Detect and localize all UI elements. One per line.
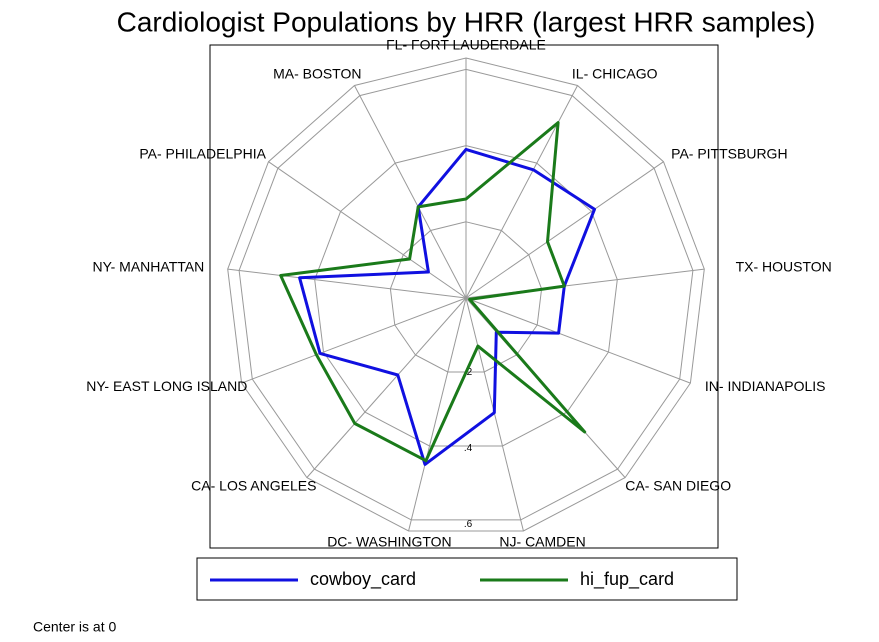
category-label: PA- PHILADELPHIA (139, 146, 266, 162)
r-tick-label: .4 (464, 443, 473, 454)
legend-label: hi_fup_card (580, 569, 674, 590)
spoke (465, 85, 578, 299)
spoke (465, 297, 524, 532)
grid-ring (238, 68, 694, 521)
spoke (408, 297, 467, 532)
category-label: PA- PITTSBURGH (671, 146, 787, 162)
plot-frame (209, 44, 719, 549)
spoke (227, 268, 467, 299)
category-label: NJ- CAMDEN (499, 533, 585, 549)
spoke (306, 297, 467, 478)
chart-title: Cardiologist Populations by HRR (largest… (117, 6, 816, 37)
legend-frame (196, 557, 738, 601)
category-label: CA- SAN DIEGO (625, 477, 731, 493)
spoke (465, 297, 691, 384)
grid-ring (314, 145, 618, 447)
category-label: TX- HOUSTON (736, 258, 832, 274)
r-tick-label: .6 (464, 519, 473, 530)
category-label: IL- CHICAGO (572, 66, 658, 82)
category-label: FL- FORT LAUDERDALE (386, 37, 546, 53)
category-label: NY- MANHATTAN (92, 258, 204, 274)
r-tick-label: .2 (464, 367, 473, 378)
outer-ring (227, 57, 705, 532)
series-line (279, 121, 587, 463)
category-label: NY- EAST LONG ISLAND (86, 378, 247, 394)
series-line (298, 147, 596, 466)
category-label: MA- BOSTON (273, 66, 361, 82)
category-label: IN- INDIANAPOLIS (705, 378, 826, 394)
category-label: DC- WASHINGTON (327, 533, 451, 549)
spoke (354, 85, 467, 299)
footnote: Center is at 0 (33, 619, 116, 635)
spoke (465, 161, 664, 299)
spoke (268, 161, 467, 299)
legend-label: cowboy_card (310, 569, 416, 590)
spoke (241, 297, 467, 384)
category-label: CA- LOS ANGELES (191, 477, 316, 493)
